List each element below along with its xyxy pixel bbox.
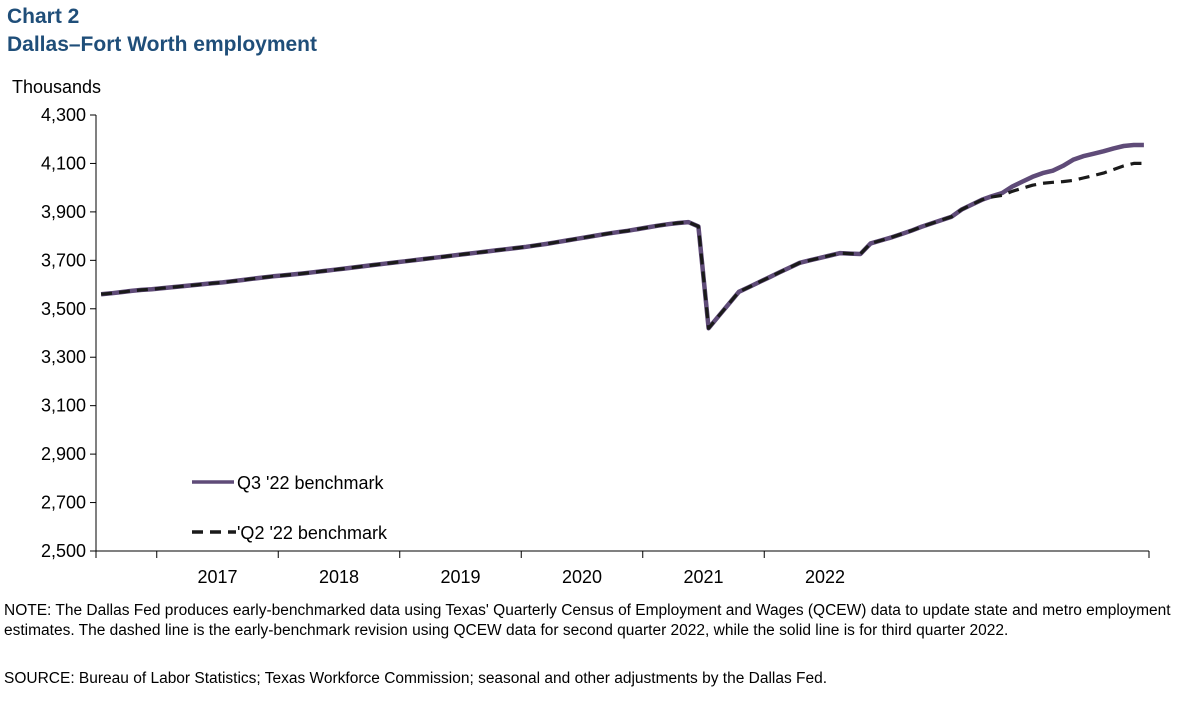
x-tick-label: 2022: [805, 567, 845, 587]
legend-label-q3: Q3 '22 benchmark: [237, 473, 385, 493]
y-tick-label: 3,300: [41, 347, 86, 367]
y-tick-label: 2,700: [41, 493, 86, 513]
legend: Q3 '22 benchmark 'Q2 '22 benchmark: [192, 473, 388, 543]
series-layer: [100, 142, 1144, 331]
employment-line-chart: Thousands 2,500 2,700 2,900 3,100 3,300 3,500…: [12, 77, 1150, 587]
x-tick-label: 2018: [319, 567, 359, 587]
y-axis-label: Thousands: [12, 77, 101, 97]
series-line-q2-benchmark: [100, 161, 1144, 330]
y-axis: 2,500 2,700 2,900 3,100 3,300 3,500 3,700 3,900…: [41, 105, 97, 561]
chart-source: SOURCE: Bureau of Labor Statistics; Texa…: [4, 670, 828, 687]
y-tick-label: 3,500: [41, 299, 86, 319]
x-tick-label: 2017: [197, 567, 237, 587]
legend-label-q2: 'Q2 '22 benchmark: [237, 523, 388, 543]
chart-title: Dallas–Fort Worth employment: [7, 33, 317, 56]
chart-label: Chart 2: [7, 5, 80, 28]
chart-note: NOTE: The Dallas Fed produces early-benc…: [4, 602, 1171, 639]
x-tick-label: 2021: [683, 567, 723, 587]
y-tick-label: 4,100: [41, 153, 86, 173]
y-tick-label: 3,900: [41, 202, 86, 222]
x-tick-label: 2019: [440, 567, 480, 587]
y-tick-label: 2,500: [41, 541, 86, 561]
x-tick-label: 2020: [562, 567, 602, 587]
series-line-q3-benchmark: [100, 142, 1144, 331]
x-axis: 2017 2018 2019 2020 2021 2022: [95, 550, 1150, 587]
y-tick-label: 2,900: [41, 444, 86, 464]
y-tick-label: 3,700: [41, 250, 86, 270]
y-tick-label: 4,300: [41, 105, 86, 125]
y-tick-label: 3,100: [41, 396, 86, 416]
